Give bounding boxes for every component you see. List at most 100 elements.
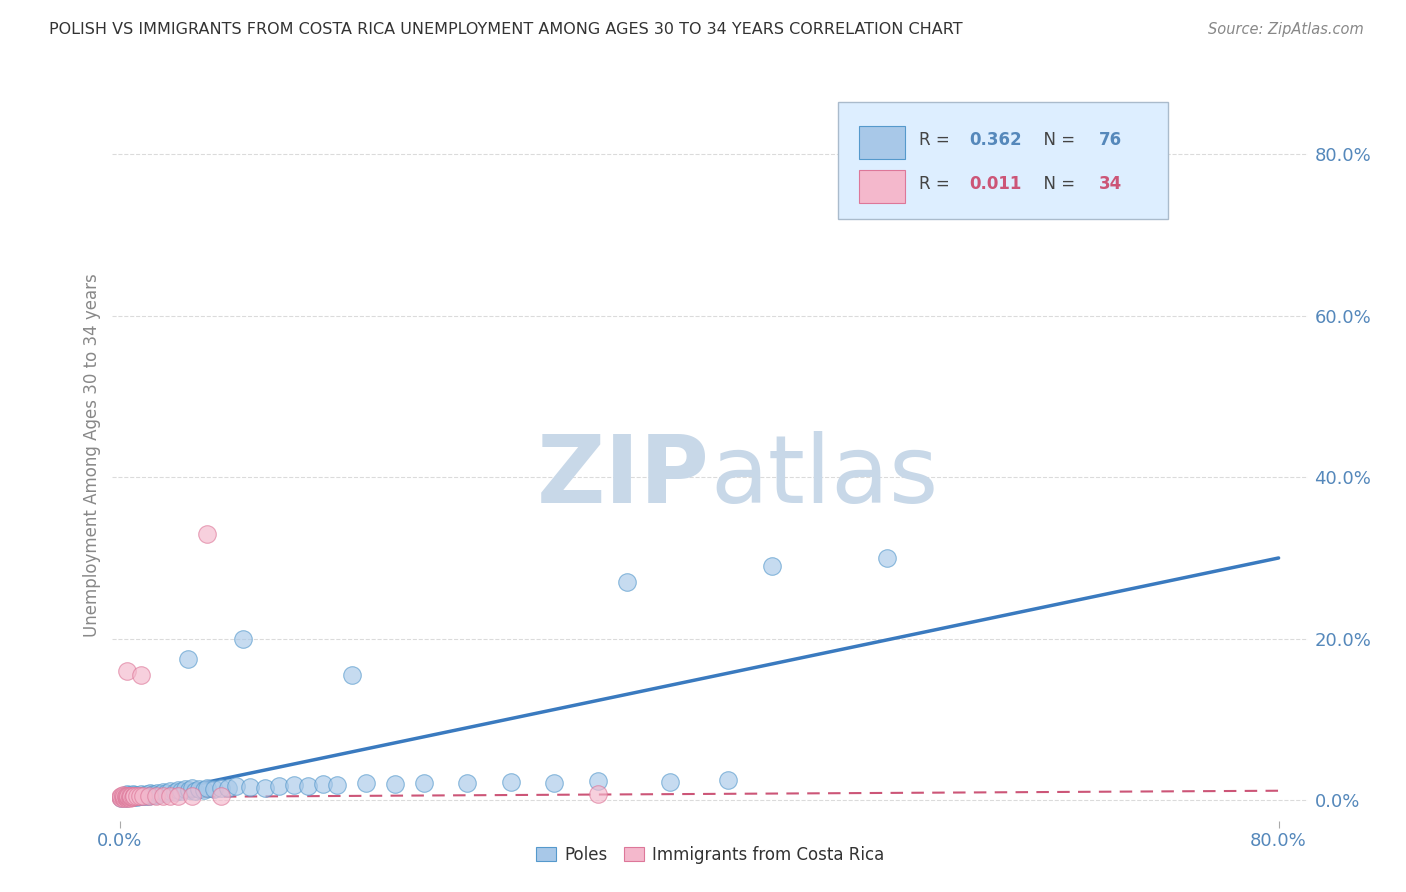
Point (122, 789, 145, 803)
Point (117, 789, 139, 803)
Point (253, 780, 276, 795)
Point (159, 783, 181, 797)
Point (232, 632, 254, 646)
Point (112, 791, 135, 805)
Point (145, 789, 167, 804)
Point (184, 783, 207, 797)
Text: ZIP: ZIP (537, 431, 710, 523)
Point (384, 777, 406, 791)
Point (136, 787, 159, 801)
Text: POLISH VS IMMIGRANTS FROM COSTA RICA UNEMPLOYMENT AMONG AGES 30 TO 34 YEARS CORR: POLISH VS IMMIGRANTS FROM COSTA RICA UNE… (49, 22, 963, 37)
Point (122, 789, 145, 804)
Point (456, 776, 478, 790)
Point (124, 789, 146, 804)
Point (110, 791, 132, 805)
Point (149, 787, 172, 801)
Point (209, 780, 232, 795)
Point (118, 788, 141, 802)
Point (112, 789, 135, 803)
Point (297, 779, 319, 793)
Text: atlas: atlas (710, 431, 938, 523)
Point (114, 790, 136, 805)
Point (217, 781, 239, 796)
Point (139, 786, 162, 800)
Point (876, 551, 898, 566)
Point (117, 790, 139, 805)
Text: N =: N = (1033, 131, 1080, 149)
Point (127, 790, 149, 805)
Point (115, 789, 138, 804)
Point (111, 789, 134, 804)
Text: R =: R = (920, 176, 955, 194)
Point (326, 778, 349, 792)
Text: 34: 34 (1098, 176, 1122, 194)
Point (159, 789, 181, 804)
Point (114, 791, 136, 805)
Point (120, 789, 142, 803)
Point (118, 789, 141, 804)
Point (114, 788, 136, 802)
Point (146, 786, 169, 800)
Point (166, 789, 188, 803)
Text: N =: N = (1033, 176, 1080, 194)
Point (112, 789, 135, 804)
Point (118, 789, 141, 804)
Point (145, 788, 167, 802)
Point (131, 668, 153, 682)
Point (118, 791, 141, 805)
Point (120, 790, 142, 805)
Point (108, 790, 131, 805)
Point (311, 777, 333, 791)
Point (115, 791, 138, 805)
FancyBboxPatch shape (859, 126, 905, 159)
Point (543, 775, 565, 789)
Point (120, 789, 142, 803)
Point (122, 790, 145, 805)
Point (138, 789, 160, 803)
Point (209, 789, 232, 803)
Point (181, 789, 204, 804)
Point (111, 790, 134, 805)
Point (177, 652, 200, 666)
Y-axis label: Unemployment Among Ages 30 to 34 years: Unemployment Among Ages 30 to 34 years (83, 273, 101, 637)
Text: Source: ZipAtlas.com: Source: ZipAtlas.com (1208, 22, 1364, 37)
Point (122, 788, 145, 802)
FancyBboxPatch shape (838, 102, 1168, 219)
Point (117, 789, 139, 803)
Point (499, 775, 522, 789)
Point (141, 788, 163, 802)
Point (110, 791, 132, 805)
Point (340, 668, 363, 682)
Point (132, 789, 155, 804)
Point (179, 783, 201, 797)
Point (132, 789, 155, 803)
Point (129, 789, 152, 803)
Point (283, 778, 305, 792)
Point (586, 774, 609, 789)
Point (267, 779, 290, 793)
Point (120, 790, 142, 805)
Point (761, 559, 783, 574)
Point (131, 789, 153, 804)
Point (188, 782, 211, 797)
Point (138, 789, 160, 803)
Point (152, 789, 174, 803)
Point (121, 787, 143, 801)
Point (127, 788, 149, 802)
Point (169, 783, 191, 797)
Point (134, 788, 156, 802)
Point (354, 776, 377, 790)
Point (115, 664, 138, 678)
Point (121, 790, 143, 805)
Text: R =: R = (920, 131, 955, 149)
Point (163, 784, 186, 798)
Legend: Poles, Immigrants from Costa Rica: Poles, Immigrants from Costa Rica (529, 839, 891, 871)
Point (413, 775, 436, 789)
Point (135, 789, 157, 803)
Point (152, 785, 174, 799)
Point (193, 783, 215, 797)
Point (181, 781, 204, 796)
Point (111, 788, 134, 802)
Text: 0.011: 0.011 (969, 176, 1022, 194)
Point (717, 773, 740, 788)
